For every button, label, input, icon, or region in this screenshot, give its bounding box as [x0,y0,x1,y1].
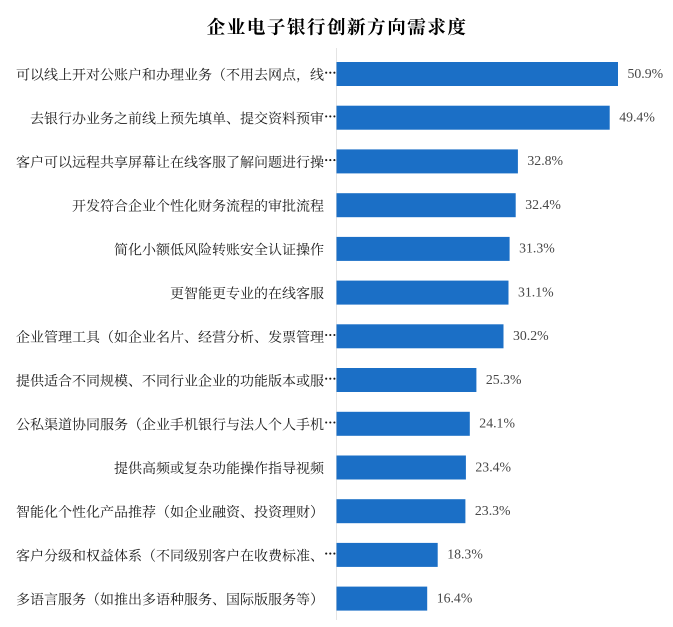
svg-text:32.4%: 32.4% [525,197,561,212]
svg-text:25.3%: 25.3% [486,372,522,387]
svg-text:24.1%: 24.1% [479,416,515,431]
svg-text:50.9%: 50.9% [628,66,664,81]
svg-text:30.2%: 30.2% [513,328,549,343]
svg-text:16.4%: 16.4% [437,590,473,605]
svg-text:31.3%: 31.3% [519,241,555,256]
svg-text:31.1%: 31.1% [518,284,554,299]
svg-text:49.4%: 49.4% [619,110,655,125]
svg-text:18.3%: 18.3% [447,547,483,562]
svg-text:23.3%: 23.3% [475,503,511,518]
svg-text:32.8%: 32.8% [527,153,563,168]
svg-text:23.4%: 23.4% [475,459,511,474]
